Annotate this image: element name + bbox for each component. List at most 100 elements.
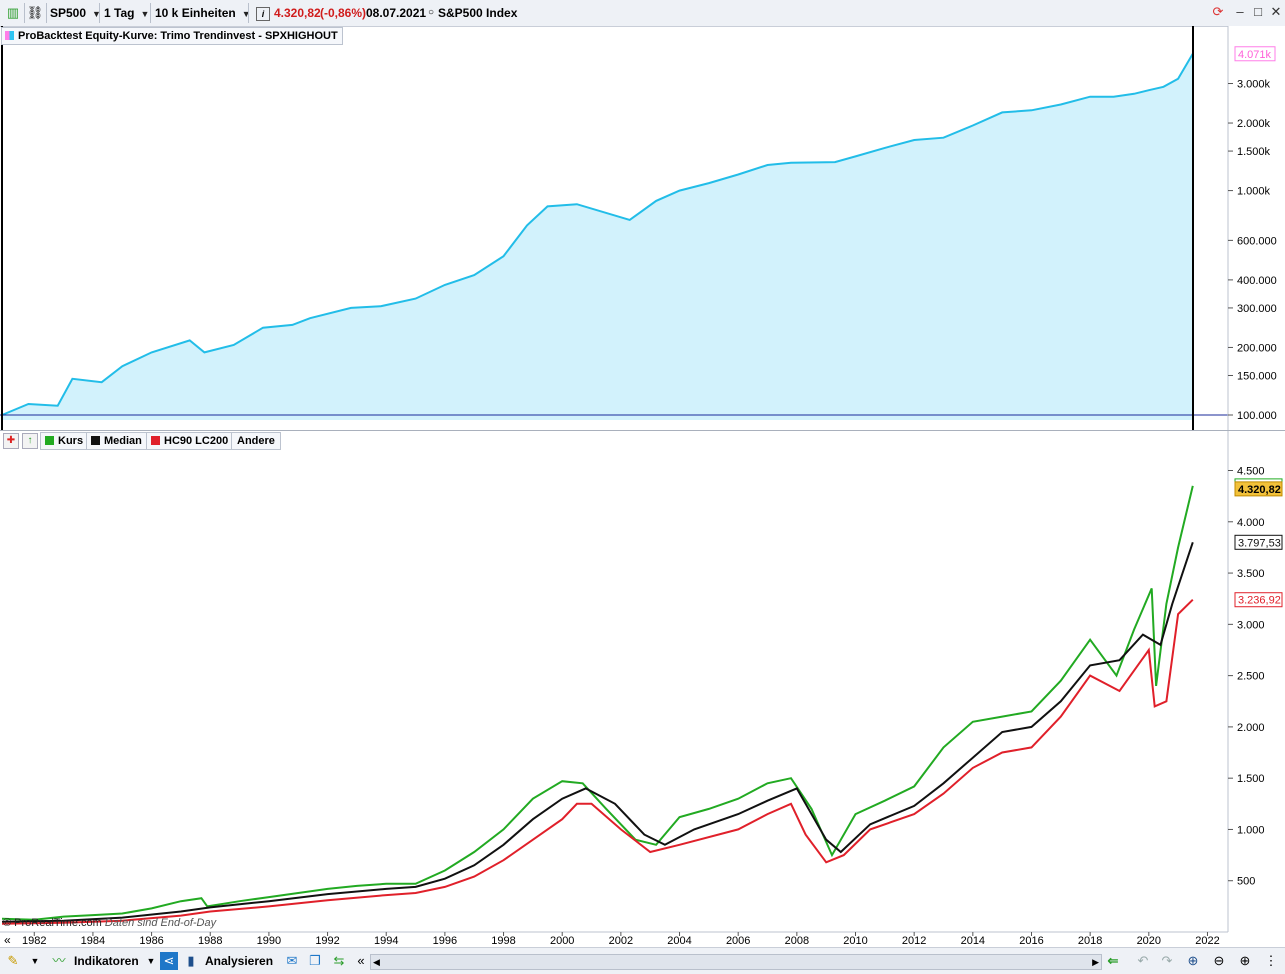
equity-pane	[0, 26, 1228, 430]
legend-median[interactable]: Median	[86, 432, 147, 450]
close-icon[interactable]: ✕	[1270, 4, 1282, 19]
hc90-last-tag-label: 3.236,92	[1238, 595, 1281, 607]
copyright-text: © ProRealTime.com	[3, 917, 102, 929]
equity-axis-label: 200.000	[1237, 342, 1277, 354]
redo-icon[interactable]: ↷	[1161, 953, 1173, 968]
pane-divider[interactable]	[0, 430, 1285, 431]
time-axis-scroll-icon: «	[4, 933, 11, 947]
equity-axis-label: 1.500k	[1237, 146, 1271, 158]
hc90-last-tag	[1234, 592, 1283, 608]
time-axis-label: 2004	[667, 935, 691, 947]
symbol-selector[interactable]: SP500 ▼	[50, 6, 101, 20]
median-last-tag-label: 3.797,53	[1238, 537, 1281, 549]
time-axis-label: 1984	[81, 935, 105, 947]
add-indicator-icon[interactable]: ↑	[22, 433, 38, 449]
legend-kurs[interactable]: Kurs	[40, 432, 89, 450]
time-scrollbar[interactable]: ◀ ▶	[370, 954, 1102, 970]
equity-axis-label: 3.000k	[1237, 79, 1271, 91]
time-axis-label: 1998	[491, 935, 515, 947]
indicators-button[interactable]: Indikatoren	[74, 954, 139, 968]
analyze-icon[interactable]: ▮	[187, 953, 195, 968]
indicators-caret-icon[interactable]: ▼	[146, 956, 156, 966]
go-latest-icon[interactable]: ⇐	[1107, 953, 1119, 968]
copyright: © ProRealTime.com Daten sind End-of-Day	[3, 917, 216, 929]
price-axis-label: 3.500	[1237, 568, 1265, 580]
median-last-tag	[1234, 534, 1283, 550]
link-icon[interactable]: ⛓	[26, 5, 44, 20]
time-axis-label: 2016	[1019, 935, 1043, 947]
time-axis-label: 1992	[315, 935, 339, 947]
info-icon[interactable]: i	[256, 7, 270, 21]
legend-median-label: Median	[104, 435, 142, 447]
legend-hc90[interactable]: HC90 LC200	[146, 432, 234, 450]
legend-andere-label: Andere	[237, 435, 275, 447]
time-axis-label: 1994	[374, 935, 398, 947]
instrument-name: S&P500 Index	[438, 6, 518, 20]
time-axis-label: 2014	[961, 935, 985, 947]
equity-line	[1, 53, 1194, 416]
copyright-note: Daten sind End-of-Day	[104, 917, 217, 929]
price-axis-label: 2.500	[1237, 671, 1265, 683]
sync-icon[interactable]: ⇆	[333, 953, 345, 968]
time-axis-label: 2012	[902, 935, 926, 947]
analyze-button[interactable]: Analysieren	[205, 954, 274, 968]
price-last-tag	[1234, 481, 1283, 497]
zoom-in-icon[interactable]: ⊕	[1239, 953, 1251, 968]
refresh-icon[interactable]: ⟳	[1212, 4, 1224, 19]
units-selector[interactable]: 10 k Einheiten ▼	[155, 6, 251, 20]
scroll-left-icon[interactable]: ◀	[373, 957, 380, 967]
radio-icon: ○	[427, 7, 435, 18]
time-axis-label: 2018	[1078, 935, 1102, 947]
median-swatch	[91, 436, 100, 445]
maximize-icon[interactable]: □	[1254, 4, 1262, 19]
quote-date: 08.07.2021	[366, 6, 427, 20]
time-axis-label: 2020	[1137, 935, 1161, 947]
kurs-swatch	[45, 436, 54, 445]
legend-kurs-label: Kurs	[58, 435, 84, 447]
equity-swatch	[5, 31, 14, 40]
price-axis-label: 4.000	[1237, 517, 1265, 529]
zoom-out-icon[interactable]: ⊖	[1213, 953, 1225, 968]
more-icon[interactable]: ⋮	[1264, 953, 1278, 968]
time-axis-label: 2022	[1195, 935, 1219, 947]
price-axis-label: 2.000	[1237, 722, 1265, 734]
legend-andere[interactable]: Andere	[231, 432, 281, 450]
hc90-swatch	[151, 436, 160, 445]
price-axis-label: 4.500	[1237, 466, 1265, 478]
top-toolbar: ▥ ⛓ SP500 ▼ 1 Tag ▼ 10 k Einheiten ▼ i 4.32…	[0, 0, 1285, 27]
time-axis-label: 2002	[609, 935, 633, 947]
equity-axis-label: 300.000	[1237, 303, 1277, 315]
chart-type-icon[interactable]: ▥	[6, 5, 20, 20]
equity-legend[interactable]: ProBacktest Equity-Kurve: Trimo Trendinv…	[1, 27, 343, 45]
undo-icon[interactable]: ↶	[1137, 953, 1149, 968]
kurs-line	[1, 485, 1194, 921]
draw-caret-icon[interactable]: ▼	[30, 956, 40, 966]
minimize-icon[interactable]: –	[1236, 4, 1244, 19]
equity-axis-label: 600.000	[1237, 235, 1277, 247]
equity-last-tag	[1234, 46, 1276, 62]
time-axis-label: 2006	[726, 935, 750, 947]
time-axis-label: 2010	[843, 935, 867, 947]
time-axis-label: 1996	[433, 935, 457, 947]
time-axis-label: 1986	[139, 935, 163, 947]
equity-axis-label: 100.000	[1237, 410, 1277, 422]
chat-icon[interactable]: ✉	[286, 953, 298, 968]
remove-pane-icon[interactable]: ✚	[3, 433, 19, 449]
timeframe-selector[interactable]: 1 Tag ▼	[104, 6, 150, 20]
scroll-right-icon[interactable]: ▶	[1092, 957, 1099, 967]
draw-tool-icon[interactable]: ✎	[7, 953, 19, 968]
time-axis-label: 1988	[198, 935, 222, 947]
share-icon[interactable]: ⋖	[160, 952, 178, 970]
zoom-fit-icon[interactable]: ⊕	[1187, 953, 1199, 968]
double-left-icon[interactable]: «	[357, 953, 365, 968]
window-icon[interactable]: ❐	[309, 953, 321, 968]
price-change: (-0,86%)	[320, 6, 367, 20]
price-axis-label: 3.000	[1237, 619, 1265, 631]
price-last-tag-label: 4.320,82	[1238, 484, 1281, 496]
indicators-icon[interactable]: 〰	[52, 953, 66, 968]
legend-hc90-label: HC90 LC200	[164, 435, 229, 447]
equity-area	[2, 53, 1193, 421]
equity-legend-label: ProBacktest Equity-Kurve: Trimo Trendinv…	[18, 30, 338, 42]
hc90-lc200-line	[1, 598, 1194, 925]
